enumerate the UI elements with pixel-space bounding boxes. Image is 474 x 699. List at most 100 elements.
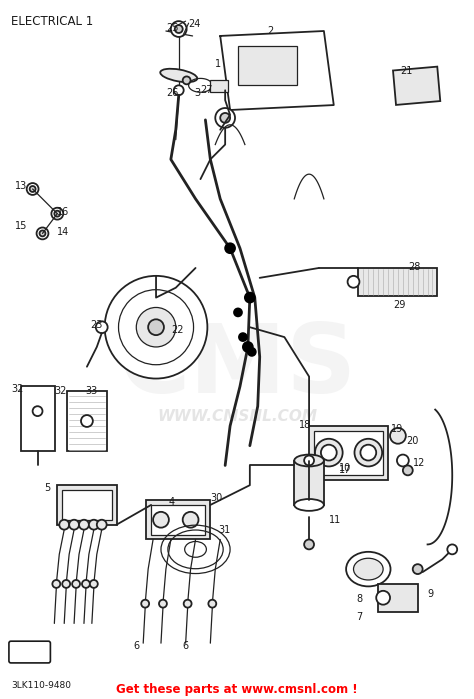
Circle shape [89,520,99,530]
Circle shape [137,308,176,347]
Text: 12: 12 [413,458,425,468]
Circle shape [36,227,48,239]
Text: 17: 17 [339,466,351,475]
Circle shape [159,600,167,607]
Text: 4: 4 [169,497,175,507]
Bar [21,387,55,451]
Circle shape [141,600,149,607]
Circle shape [72,580,80,588]
Circle shape [245,293,255,303]
Circle shape [51,208,63,219]
Text: 20: 20 [406,435,418,446]
Text: 6: 6 [133,641,139,651]
Text: 31: 31 [218,525,230,535]
Text: FND: FND [19,647,40,656]
Circle shape [215,108,235,128]
Text: 1: 1 [215,59,221,69]
Circle shape [175,25,182,33]
Circle shape [171,21,187,37]
Bar [393,66,440,105]
Text: 9: 9 [428,589,434,599]
Circle shape [90,580,98,588]
Text: 8: 8 [356,593,363,604]
Ellipse shape [185,542,206,557]
Bar [57,485,117,525]
Circle shape [447,545,457,554]
Circle shape [148,319,164,335]
Circle shape [220,113,230,123]
Circle shape [397,454,409,466]
Text: 5: 5 [45,483,51,493]
Bar [378,584,418,612]
Circle shape [376,591,390,605]
Circle shape [225,243,235,253]
Circle shape [413,564,423,574]
Ellipse shape [346,552,391,586]
Circle shape [174,85,184,95]
Circle shape [52,580,60,588]
Circle shape [390,428,406,444]
Text: WWW.CMSNL.COM: WWW.CMSNL.COM [157,409,317,424]
Ellipse shape [160,69,197,82]
Circle shape [30,186,36,192]
Text: CMS: CMS [118,320,356,413]
Text: 16: 16 [57,207,70,217]
Text: 7: 7 [356,612,363,621]
Circle shape [209,600,216,607]
Text: 25: 25 [166,23,178,33]
Circle shape [403,466,413,475]
Text: 27: 27 [201,85,213,95]
Text: 24: 24 [189,19,201,29]
Text: 3LK110-9480: 3LK110-9480 [11,681,71,690]
Circle shape [81,415,93,427]
Bar [146,500,210,540]
Text: 29: 29 [393,300,405,310]
Circle shape [184,600,191,607]
Text: 11: 11 [329,514,341,525]
Circle shape [82,580,90,588]
Circle shape [248,348,256,356]
Text: 2: 2 [268,26,274,36]
Text: 30: 30 [210,493,223,503]
Text: 28: 28 [408,262,420,272]
Text: 33: 33 [85,387,97,396]
Circle shape [321,445,337,461]
Ellipse shape [354,559,383,580]
Circle shape [360,445,376,461]
Text: 15: 15 [15,221,27,231]
Bar [210,80,228,92]
Bar [62,490,111,520]
Bar [358,268,438,296]
Text: ELECTRICAL 1: ELECTRICAL 1 [11,15,93,28]
Bar [314,431,383,475]
Bar [238,46,297,85]
Circle shape [304,540,314,549]
Circle shape [96,322,108,333]
Circle shape [118,289,193,365]
Text: 32: 32 [11,384,23,394]
Text: 22: 22 [171,325,183,336]
Circle shape [62,580,70,588]
Text: 26: 26 [166,88,178,99]
Text: 19: 19 [391,424,403,434]
Text: 3: 3 [194,88,201,99]
Circle shape [304,456,314,466]
Bar [294,461,324,505]
Circle shape [105,276,208,379]
Circle shape [79,520,89,530]
Circle shape [55,210,60,217]
Bar [151,505,205,535]
Text: 13: 13 [15,181,27,191]
Text: 10: 10 [339,463,351,473]
Circle shape [234,308,242,317]
Circle shape [59,520,69,530]
Text: Get these parts at www.cmsnl.com !: Get these parts at www.cmsnl.com ! [116,683,358,696]
Text: 32: 32 [55,387,67,396]
Text: 6: 6 [182,641,189,651]
Circle shape [182,76,191,85]
Text: 21: 21 [400,66,412,75]
Circle shape [27,183,38,195]
Circle shape [39,231,46,236]
Bar [67,391,107,451]
Ellipse shape [294,454,324,466]
